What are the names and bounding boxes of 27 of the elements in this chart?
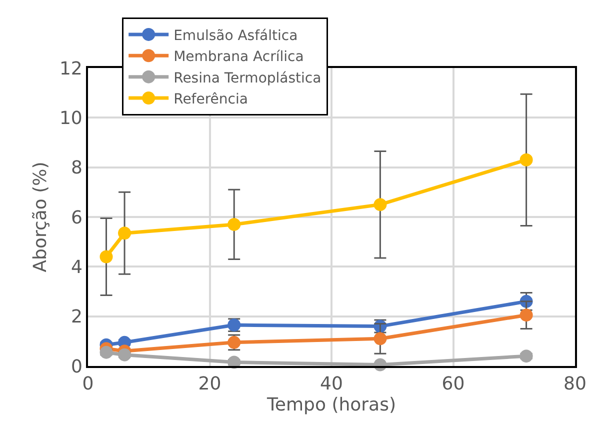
y-tick-label: 12	[59, 58, 82, 80]
legend-label: Referência	[174, 92, 248, 108]
x-tick-label: 40	[320, 374, 343, 395]
point	[118, 348, 132, 362]
x-tick-label: 80	[564, 374, 586, 395]
point	[374, 198, 387, 212]
x-axis-title: Tempo (horas)	[266, 394, 396, 416]
point	[520, 308, 533, 322]
y-tick-label: 2	[70, 306, 82, 328]
y-tick-label: 6	[70, 207, 82, 228]
point	[118, 226, 132, 240]
legend-label: Emulsão Asfáltica	[174, 28, 298, 44]
y-tick-label: 10	[59, 108, 82, 129]
legend-label: Membrana Acrílica	[174, 49, 304, 66]
point	[228, 218, 241, 231]
x-tick-label: 20	[198, 374, 222, 395]
point	[374, 332, 387, 346]
point	[100, 346, 113, 359]
x-tick-label: 60	[442, 374, 465, 395]
y-tick-label: 0	[70, 356, 82, 378]
point	[100, 250, 113, 264]
legend-label: Resina Termoplástica	[174, 70, 322, 86]
y-tick-label: 4	[70, 256, 82, 278]
point	[520, 350, 533, 363]
point	[520, 153, 533, 166]
y-axis-title: Aborção (%)	[30, 162, 52, 272]
y-tick-label: 8	[70, 158, 82, 179]
